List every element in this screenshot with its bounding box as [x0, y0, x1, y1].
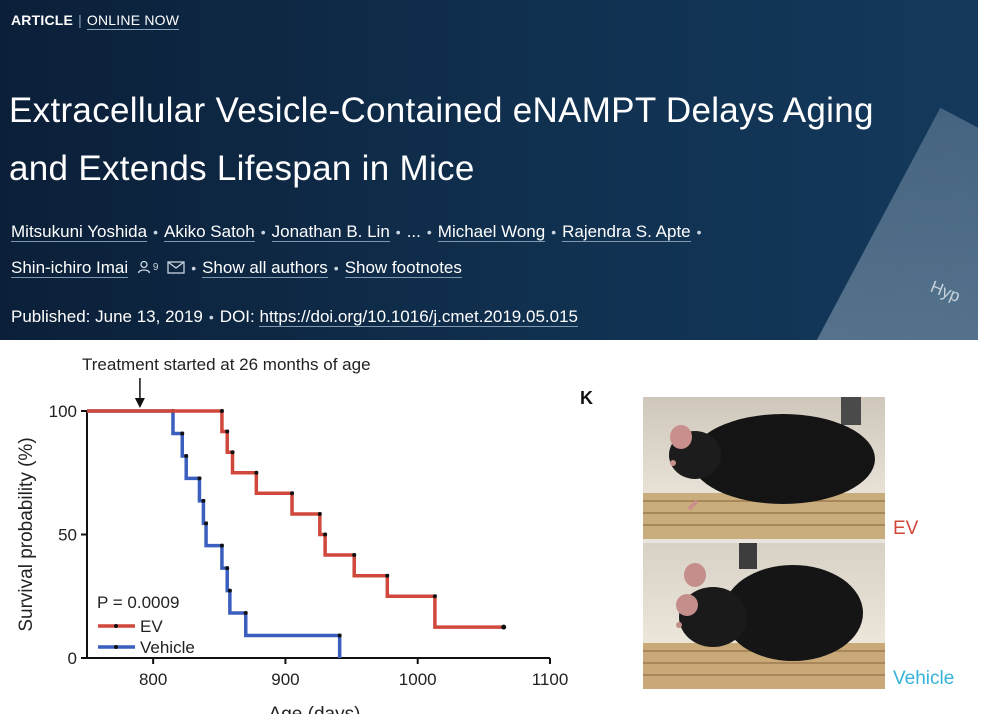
person-icon[interactable]: [137, 251, 151, 286]
author-list: Mitsukuni Yoshida • Akiko Satoh • Jonathan B…: [11, 214, 941, 286]
mouse-photos: [643, 397, 885, 689]
series-line-ev: [87, 409, 504, 629]
treatment-annotation: Treatment started at 26 months of age: [82, 355, 371, 374]
figure-area: 0 50 100 800 900 1000 1100 Survival probability…: [0, 340, 1000, 714]
y-axis-label: Survival probability (%): [16, 437, 37, 631]
x-tick-label: 900: [271, 670, 299, 689]
event-point-ev: [230, 450, 235, 455]
show-footnotes-link[interactable]: Show footnotes: [344, 258, 462, 278]
article-header: Hyp ARTICLE | ONLINE NOW Extracellular Ves…: [0, 0, 978, 340]
x-tick-label: 800: [139, 670, 167, 689]
separator-dot: •: [395, 224, 401, 240]
legend-label-ev: EV: [140, 617, 163, 636]
y-tick-label: 100: [49, 402, 77, 421]
event-point-vehicle: [337, 633, 342, 638]
orcid-mark: 9: [152, 262, 159, 273]
legend-label-vehicle: Vehicle: [140, 638, 195, 657]
article-title: Extracellular Vesicle-Contained eNAMPT D…: [9, 82, 974, 198]
event-point-ev: [219, 409, 224, 413]
author-link[interactable]: Akiko Satoh: [164, 222, 255, 242]
survival-chart: 0 50 100 800 900 1000 1100 Survival probability…: [16, 355, 569, 714]
event-point-ev: [385, 573, 390, 578]
event-point-ev: [352, 553, 357, 558]
ev-mouse-photo: [643, 397, 885, 539]
series-line-vehicle: [87, 409, 342, 658]
doi-label: DOI:: [219, 307, 255, 326]
event-point-ev: [323, 532, 328, 537]
y-tick-label: 0: [68, 649, 77, 668]
separator-dot: •: [260, 224, 266, 240]
article-kicker: ARTICLE | ONLINE NOW: [11, 12, 180, 30]
p-value: P = 0.0009: [97, 593, 179, 612]
event-point-vehicle: [227, 588, 232, 593]
separator-dot: •: [208, 309, 214, 325]
separator-dot: •: [191, 260, 197, 276]
ev-photo-label: EV: [893, 518, 919, 539]
y-tick-label: 50: [58, 526, 77, 545]
legend-marker-vehicle: [114, 645, 118, 649]
online-now-link[interactable]: ONLINE NOW: [86, 12, 180, 30]
author-link[interactable]: Shin-ichiro Imai: [11, 258, 129, 278]
separator-dot: •: [426, 224, 432, 240]
published-date: June 13, 2019: [95, 307, 203, 326]
event-point-vehicle: [201, 498, 206, 503]
kicker-separator: |: [78, 12, 82, 28]
event-point-ev: [225, 429, 230, 434]
x-axis-label: Age (days): [269, 704, 361, 714]
event-point-vehicle: [184, 453, 189, 458]
doi-link[interactable]: https://doi.org/10.1016/j.cmet.2019.05.0…: [259, 307, 578, 327]
event-point-ev: [317, 511, 322, 516]
author-link[interactable]: Rajendra S. Apte: [562, 222, 691, 242]
annotation-arrow-head: [134, 398, 145, 408]
separator-dot: •: [551, 224, 557, 240]
event-point-vehicle: [180, 431, 185, 436]
article-title-line1: Extracellular Vesicle-Contained eNAMPT D…: [9, 91, 874, 130]
x-tick-label: 1100: [532, 670, 569, 689]
publication-info: Published: June 13, 2019 • DOI: https://do…: [11, 307, 578, 327]
author-link[interactable]: Michael Wong: [437, 222, 546, 242]
censor-mark-ev: [501, 624, 507, 630]
event-point-vehicle: [197, 476, 202, 481]
event-point-vehicle: [219, 543, 224, 548]
article-title-line2: and Extends Lifespan in Mice: [9, 149, 475, 188]
authors-ellipsis[interactable]: ...: [406, 222, 421, 241]
vehicle-mouse-photo: [643, 543, 885, 689]
separator-dot: •: [696, 224, 702, 240]
x-tick-label: 1000: [399, 670, 437, 689]
event-point-vehicle: [243, 611, 248, 616]
vehicle-photo-label: Vehicle: [893, 668, 955, 689]
author-link[interactable]: Mitsukuni Yoshida: [11, 222, 148, 242]
article-type-label: ARTICLE: [11, 12, 74, 28]
author-link[interactable]: Jonathan B. Lin: [271, 222, 390, 242]
event-point-ev: [254, 470, 259, 475]
published-label: Published:: [11, 307, 91, 326]
separator-dot: •: [333, 260, 339, 276]
email-icon[interactable]: [167, 251, 185, 286]
show-all-authors-link[interactable]: Show all authors: [202, 258, 328, 278]
separator-dot: •: [153, 224, 158, 240]
event-point-ev: [432, 594, 437, 599]
legend-marker-ev: [114, 624, 118, 628]
event-point-vehicle: [225, 566, 230, 571]
event-point-vehicle: [204, 521, 209, 526]
panel-label: K: [580, 388, 593, 408]
event-point-ev: [290, 491, 295, 496]
